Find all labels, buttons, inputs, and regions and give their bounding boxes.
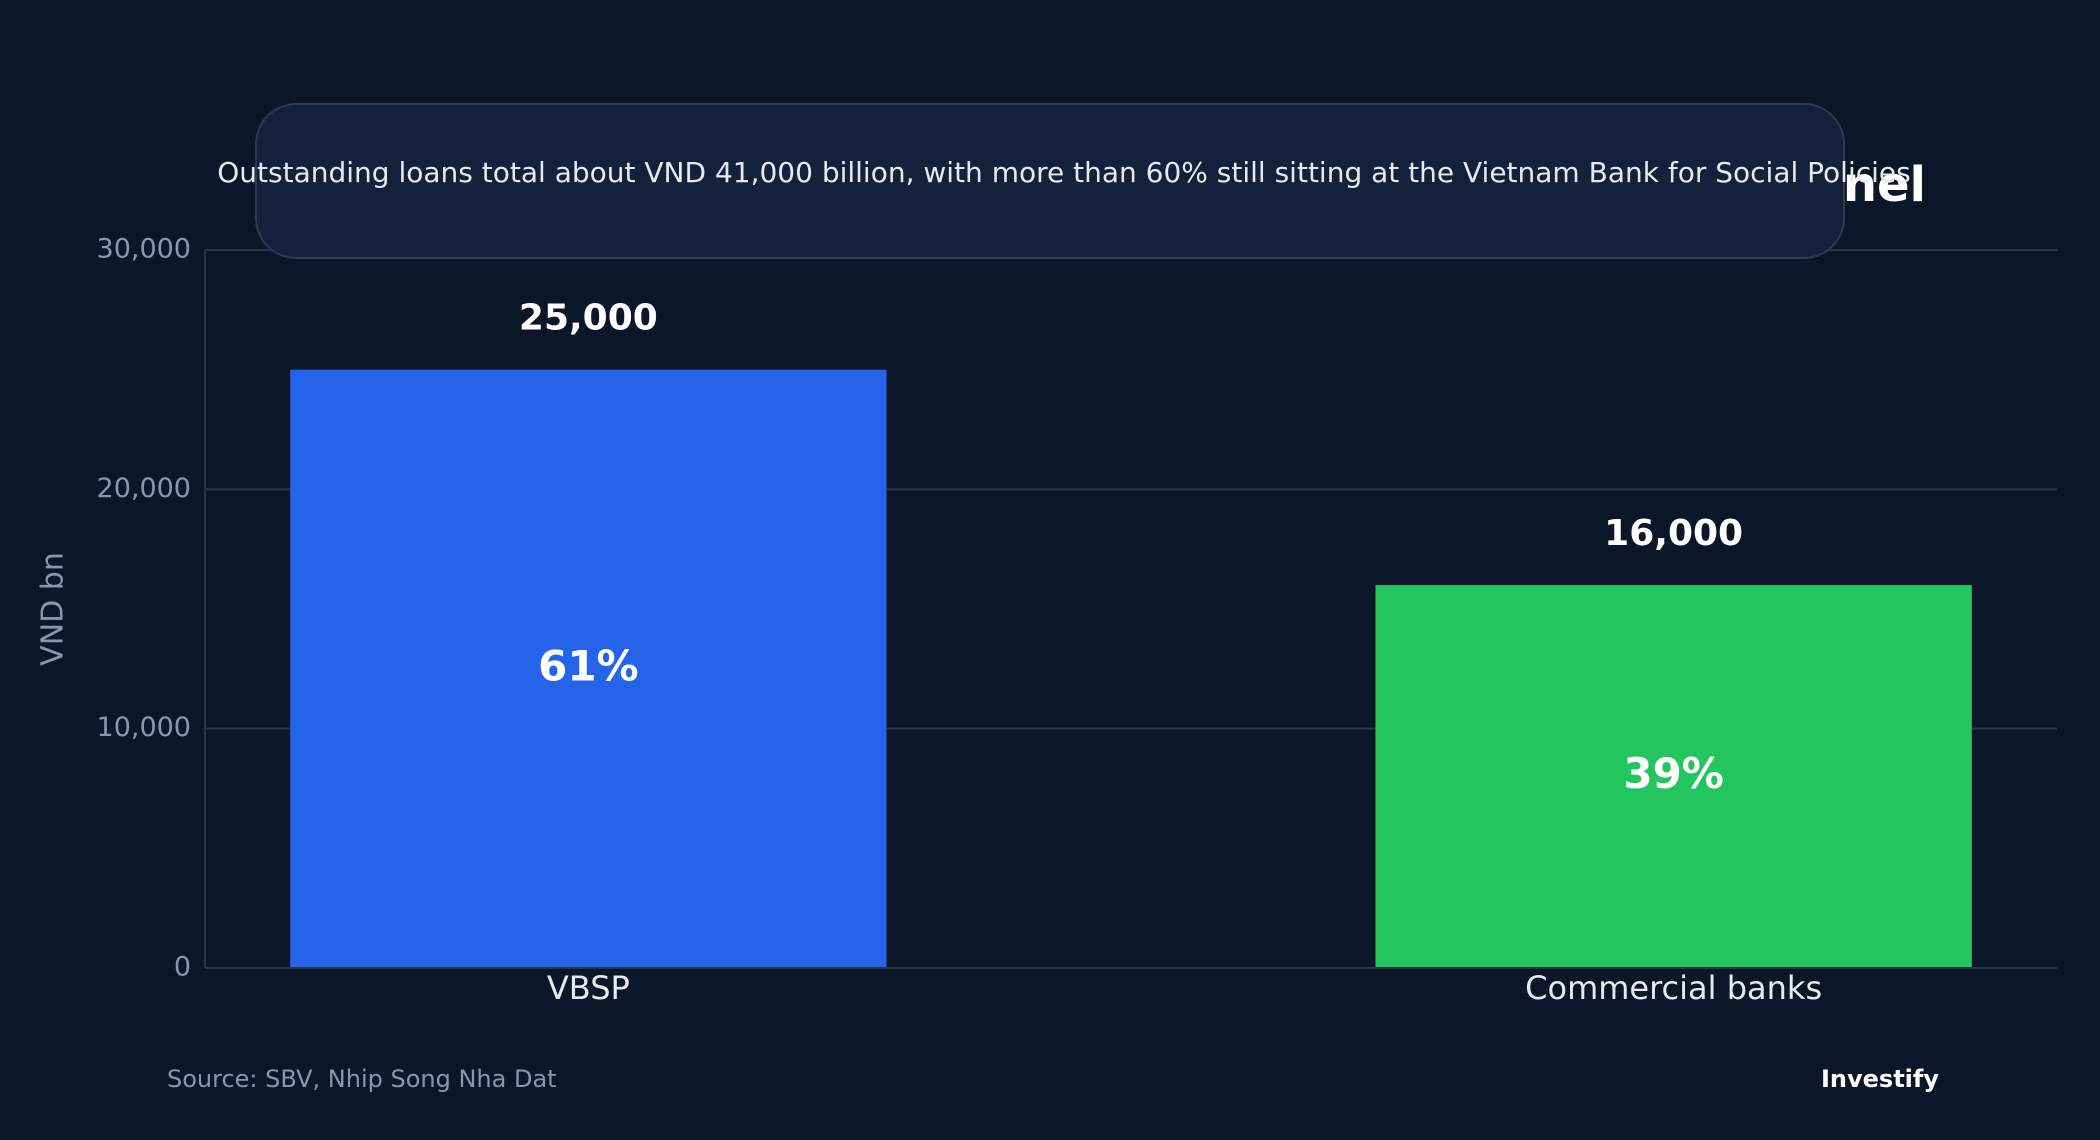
source: Source: SBV, Nhip Song Nha Dat: [167, 1065, 557, 1093]
y-tick-label: 20,000: [97, 473, 191, 504]
tooltip-box: [255, 103, 1845, 259]
x-tick-label: VBSP: [547, 969, 630, 1007]
share-label: 39%: [1623, 749, 1724, 798]
bar: [290, 369, 887, 969]
y-tick-label: 0: [174, 952, 191, 983]
share-label: 61%: [538, 641, 639, 690]
y-tick-label: 30,000: [97, 234, 191, 265]
y-axis-label: VND bn: [36, 552, 71, 666]
brand: Investify: [1821, 1065, 1939, 1093]
plot-area: 0 10,000 20,000 30,000 25,000 61% VBSP 16,000 39…: [97, 234, 2057, 1007]
y-tick-label: 10,000: [97, 712, 191, 743]
tooltip-text: Outstanding loans total about VND 41,000…: [217, 156, 1910, 189]
chart-title: nel: [1843, 157, 1926, 213]
value-label: 16,000: [1604, 513, 1743, 554]
x-tick-label: Commercial banks: [1525, 969, 1822, 1007]
value-label: 25,000: [519, 298, 658, 339]
bar: [1375, 585, 1972, 968]
